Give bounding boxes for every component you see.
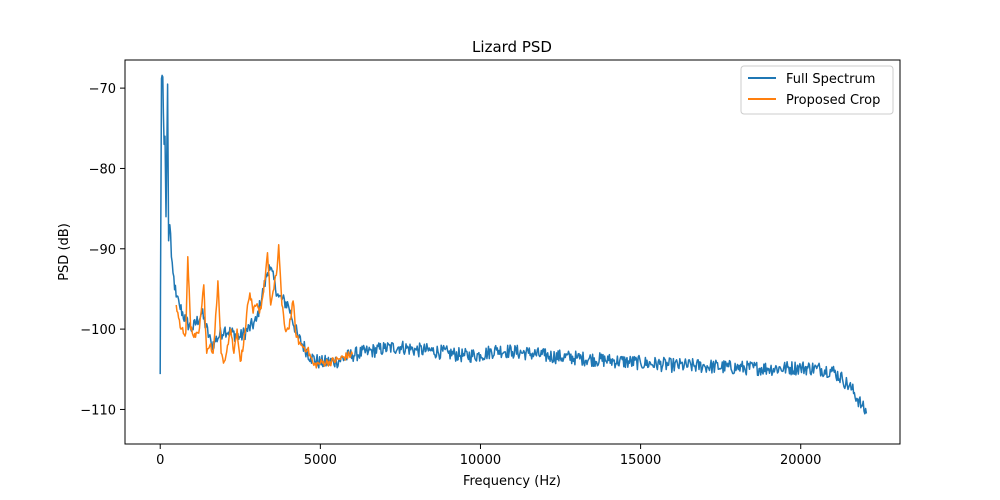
series-layer bbox=[159, 74, 868, 415]
x-tick-label: 5000 bbox=[304, 453, 337, 468]
x-tick-label: 0 bbox=[156, 453, 164, 468]
ticks-layer: 0 5000 10000 15000 20000 −70 −80 −90 −100 −110 bbox=[80, 82, 821, 468]
y-tick-label: −110 bbox=[80, 403, 116, 418]
x-tick-label: 15000 bbox=[620, 453, 661, 468]
y-tick-label: −80 bbox=[89, 162, 116, 177]
y-tick-label: −70 bbox=[89, 82, 116, 97]
x-tick-label: 10000 bbox=[460, 453, 501, 468]
legend-label-proposed-crop: Proposed Crop bbox=[786, 93, 880, 108]
y-tick-label: −90 bbox=[89, 243, 116, 258]
y-tick-label: −100 bbox=[80, 323, 116, 338]
y-axis-title: PSD (dB) bbox=[57, 223, 72, 281]
x-axis-title: Frequency (Hz) bbox=[463, 474, 561, 489]
plot-area-frame bbox=[124, 59, 901, 445]
legend: Full Spectrum Proposed Crop bbox=[740, 65, 894, 115]
series-line-full-spectrum bbox=[159, 74, 868, 415]
chart-title: Lizard PSD bbox=[472, 38, 552, 56]
x-tick-label: 20000 bbox=[780, 453, 821, 468]
legend-label-full-spectrum: Full Spectrum bbox=[786, 72, 875, 87]
series-line-proposed-crop bbox=[175, 244, 354, 369]
legend-frame bbox=[740, 65, 894, 115]
